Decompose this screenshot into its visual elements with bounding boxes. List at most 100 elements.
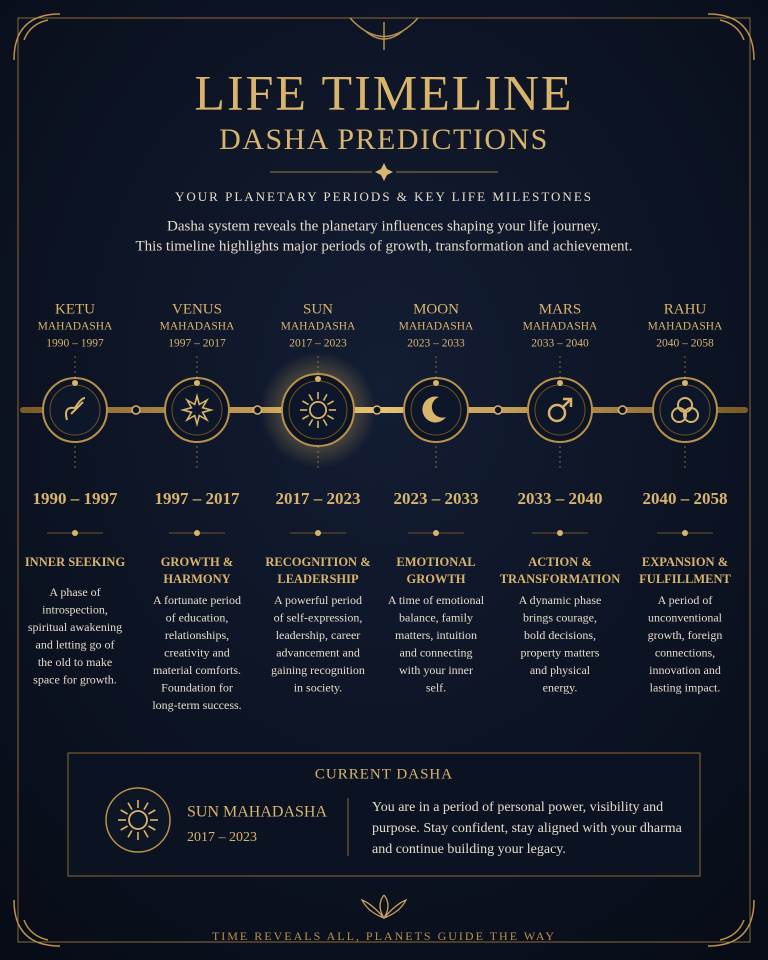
sun-ray — [147, 809, 156, 815]
bar-dot — [493, 405, 503, 415]
period-description: of education, — [166, 610, 229, 624]
sun-icon — [308, 400, 327, 419]
period-description: the old to make — [38, 655, 112, 669]
planet-name: SUN — [303, 301, 333, 317]
rahu-icon — [671, 407, 687, 423]
period-description: gaining recognition — [271, 663, 365, 677]
bar-dot — [372, 405, 382, 415]
venus-icon — [179, 392, 215, 428]
period-description: A phase of — [49, 585, 100, 599]
big-range: 2040 – 2058 — [643, 489, 728, 508]
period-description: material comforts. — [153, 663, 241, 677]
node-inner — [171, 384, 223, 436]
period-description: A fortunate period — [153, 593, 241, 607]
period-kind: MAHADASHA — [648, 321, 723, 333]
period-heading: EMOTIONAL — [396, 555, 475, 569]
big-range: 2023 – 2033 — [394, 489, 479, 508]
sun-ray — [308, 394, 314, 402]
star — [375, 163, 393, 181]
node-dot — [682, 380, 688, 386]
planet-name: MOON — [413, 301, 459, 317]
period-description: balance, family — [399, 610, 473, 624]
corner-ornaments — [13, 13, 755, 947]
title: LIFE TIMELINE — [194, 64, 573, 120]
period-description: innovation and — [649, 663, 721, 677]
mars-icon — [547, 403, 567, 423]
period-heading: GROWTH & — [161, 555, 234, 569]
small-star — [72, 530, 78, 536]
lotus — [360, 894, 408, 920]
period-description: of self-expression, — [274, 610, 363, 624]
period-description: introspection, — [42, 602, 108, 616]
big-range: 2017 – 2023 — [276, 489, 361, 508]
period-heading: ACTION & — [528, 555, 592, 569]
big-range: 1990 – 1997 — [33, 489, 119, 508]
sun-ray — [120, 825, 129, 831]
period-description: growth, foreign — [648, 628, 723, 642]
period-heading: TRANSFORMATION — [500, 572, 621, 586]
period-description: space for growth. — [33, 672, 117, 686]
period-range: 1990 – 1997 — [46, 338, 104, 350]
period-description: advancement and — [276, 645, 360, 659]
current-message: You are in a period of personal power, v… — [372, 800, 663, 815]
sun-ray — [302, 400, 310, 406]
period-heading: FULFILLMENT — [639, 572, 731, 586]
current-message: and continue building your legacy. — [372, 842, 566, 857]
sun-ray — [308, 418, 314, 426]
planet-name: RAHU — [664, 301, 707, 317]
node-dot — [433, 380, 439, 386]
period-description: A period of — [658, 593, 713, 607]
current-label: CURRENT DASHA — [315, 766, 453, 782]
big-range: 2033 – 2040 — [518, 489, 603, 508]
period-description: connections, — [655, 645, 715, 659]
period-kind: MAHADASHA — [281, 321, 356, 333]
period-range: 2017 – 2023 — [289, 338, 347, 350]
small-star — [194, 530, 200, 536]
period-description: and connecting — [400, 645, 473, 659]
period-description: lasting impact. — [650, 680, 721, 694]
period-description: in society. — [294, 680, 343, 694]
ketu-icon — [65, 397, 86, 421]
period-description: energy. — [543, 680, 578, 694]
period-kind: MAHADASHA — [38, 321, 113, 333]
current-icon — [105, 787, 171, 853]
moon-icon — [422, 396, 446, 423]
period-heading: EXPANSION & — [642, 555, 728, 569]
period-description: and letting go of — [36, 637, 115, 651]
period-description: unconventional — [648, 610, 723, 624]
period-heading: INNER SEEKING — [25, 555, 126, 569]
big-range: 1997 – 2017 — [155, 489, 241, 508]
sun-ray — [322, 418, 328, 426]
small-star — [557, 530, 563, 536]
sun-icon — [128, 810, 148, 830]
sun-ray — [127, 802, 133, 811]
sun-ray — [302, 414, 310, 420]
node-dot — [72, 380, 78, 386]
period-kind: MAHADASHA — [523, 321, 598, 333]
period-range: 1997 – 2017 — [168, 338, 226, 350]
period-range: 2023 – 2033 — [407, 338, 465, 350]
period-heading: RECOGNITION & — [265, 555, 370, 569]
sun-ray — [143, 829, 149, 838]
node-inner — [534, 384, 586, 436]
period-description: A time of emotional — [388, 593, 485, 607]
current-box — [67, 752, 701, 877]
node-inner — [410, 384, 462, 436]
period-description: A dynamic phase — [519, 593, 602, 607]
period-kind: MAHADASHA — [160, 321, 235, 333]
sun-ray — [127, 829, 133, 838]
period-description: property matters — [521, 645, 600, 659]
period-description: with your inner — [399, 663, 473, 677]
period-description: and physical — [530, 663, 591, 677]
period-description: A powerful period — [274, 593, 362, 607]
mars-arrow — [562, 397, 573, 408]
period-description: creativity and — [164, 645, 230, 659]
period-description: bold decisions, — [524, 628, 596, 642]
period-range: 2040 – 2058 — [656, 338, 714, 350]
sun-ray — [120, 809, 129, 815]
timeline-bar — [20, 407, 748, 413]
period-description: matters, intuition — [395, 628, 477, 642]
period-description: relationships, — [165, 628, 229, 642]
bar-dot — [617, 405, 628, 415]
